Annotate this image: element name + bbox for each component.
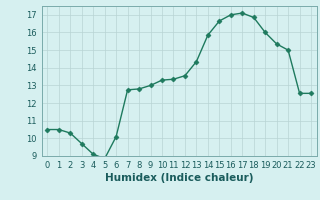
X-axis label: Humidex (Indice chaleur): Humidex (Indice chaleur) [105,173,253,183]
